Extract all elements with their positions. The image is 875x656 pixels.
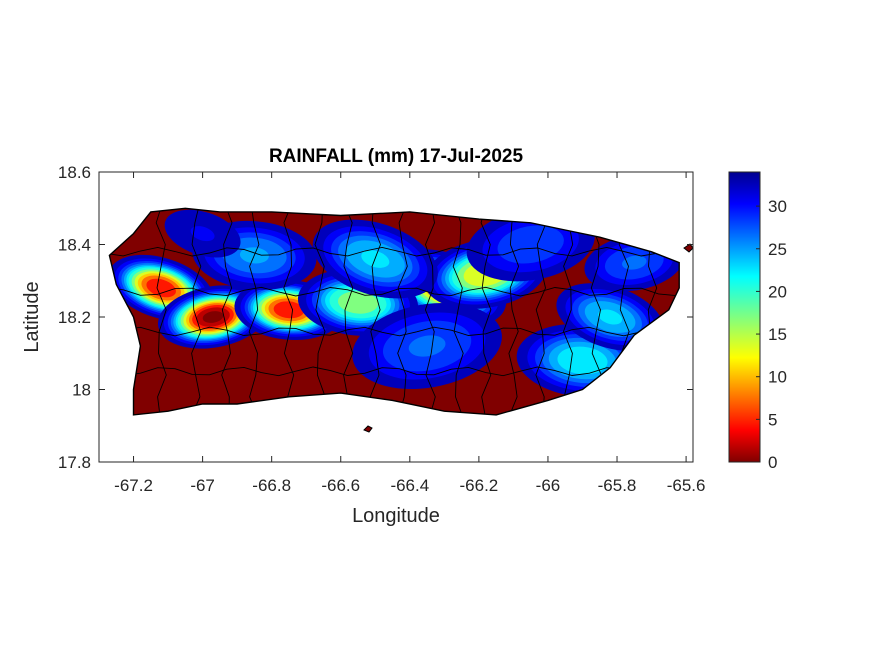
municipality-boundaries [109,208,676,415]
y-tick-label: 18.2 [58,308,91,327]
colorbar-tick-label: 10 [768,368,787,387]
colorbar: 0 5 10 15 20 25 30 [728,171,787,472]
municipality-boundary [109,246,676,257]
municipality-boundary [424,208,436,415]
y-tick-label: 17.8 [58,453,91,472]
caja-de-muertos-island [363,425,373,433]
rain-contour [337,291,379,314]
municipality-boundary [109,286,676,297]
municipality-boundary [109,326,676,337]
x-axis: -67.2 -67 -66.8 -66.6 -66.4 -66.2 -66 -65.8 -65.… [114,172,705,495]
municipality-boundary [314,208,326,415]
municipality-boundary [369,208,381,415]
rain-contour [190,226,215,242]
rain-contour [202,311,224,323]
y-axis: 17.8 18 18.2 18.4 18.6 [58,163,693,472]
x-tick-label: -66.6 [321,476,360,495]
municipality-boundary [109,366,676,377]
municipality-boundary [190,208,202,415]
colorbar-tick-label: 20 [768,282,787,301]
rain-contour [598,309,623,325]
municipality-boundary [563,208,574,415]
island-outline [108,207,680,416]
x-tick-label: -65.8 [598,476,637,495]
y-tick-label: 18 [72,381,91,400]
rain-cell [164,209,241,258]
municipality-boundary [535,208,547,415]
x-tick-label: -66 [536,476,561,495]
municipality-boundary [283,208,295,415]
x-tick-label: -66.2 [460,476,499,495]
colorbar-tick-label: 30 [768,197,787,216]
municipality-boundary [397,208,409,415]
x-tick-label: -66.8 [252,476,291,495]
rain-contour [408,335,446,357]
chart-title: RAINFALL (mm) 17-Jul-2025 [269,146,524,167]
colorbar-gradient [728,171,761,463]
municipality-boundary [221,208,233,415]
municipality-boundary [507,208,520,415]
municipality-boundary [452,208,464,415]
x-axis-label: Longitude [352,505,440,527]
rain-contour [273,301,305,319]
x-tick-label: -67 [190,476,215,495]
culebra-island [683,243,693,253]
colorbar-tick-label: 15 [768,325,787,344]
x-tick-label: -66.4 [390,476,429,495]
rain-cell [556,283,664,351]
colorbar-ticks: 0 5 10 15 20 25 30 [756,197,787,472]
y-axis-label: Latitude [21,281,43,352]
x-tick-label: -65.6 [667,476,706,495]
rainfall-map [108,207,693,433]
rain-contour [146,278,176,298]
colorbar-tick-label: 25 [768,240,787,259]
municipality-boundary [342,208,354,415]
municipality-boundary [155,208,167,415]
y-tick-label: 18.4 [58,236,91,255]
municipality-boundary [480,208,492,415]
x-tick-label: -67.2 [114,476,153,495]
colorbar-tick-label: 0 [768,453,777,472]
municipality-boundary [248,208,260,415]
colorbar-tick-label: 5 [768,410,777,429]
y-tick-label: 18.6 [58,163,91,182]
